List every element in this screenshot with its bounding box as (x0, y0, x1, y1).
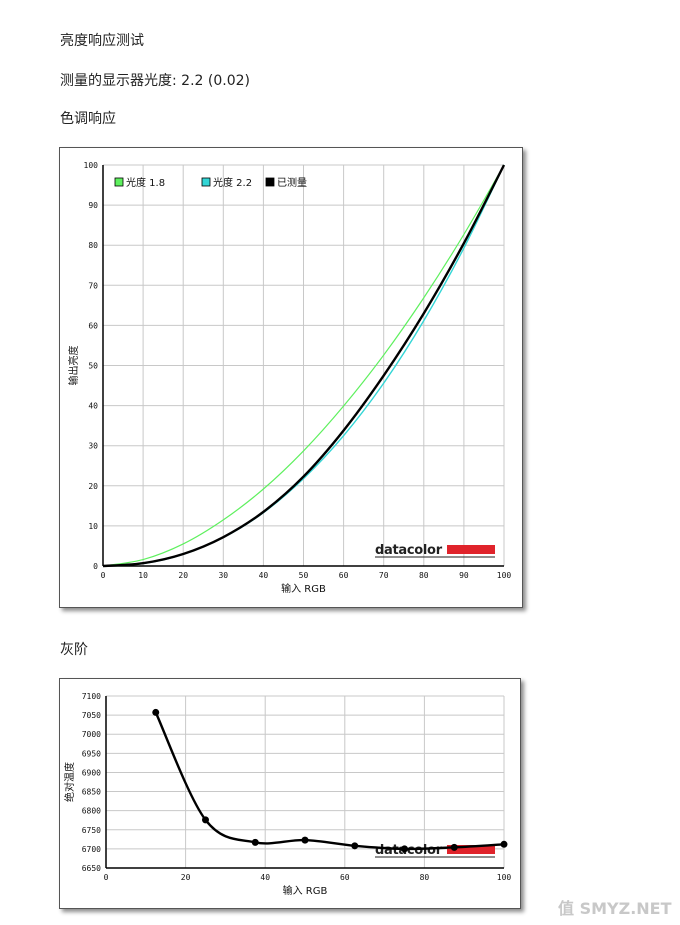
y-tick-label: 20 (88, 482, 98, 491)
legend-swatch (114, 177, 124, 187)
y-axis-label: 绝对温度 (63, 762, 76, 802)
y-tick-label: 6650 (82, 864, 101, 873)
y-tick-label: 70 (88, 281, 98, 290)
y-tick-label: 0 (93, 562, 98, 571)
x-tick-label: 80 (420, 873, 430, 882)
y-tick-label: 40 (88, 402, 98, 411)
y-tick-label: 6950 (82, 749, 101, 758)
y-tick-label: 6700 (82, 845, 101, 854)
data-point (301, 836, 309, 844)
y-tick-label: 6800 (82, 807, 101, 816)
y-tick-label: 80 (88, 241, 98, 250)
datacolor-logo-bar (447, 545, 495, 554)
tone-response-chart: 0 10 20 30 40 50 60 70 80 90 100 0 10 20 30 40 50 60 70 80 9… (59, 147, 523, 608)
data-point (500, 840, 508, 848)
x-tick-label: 0 (101, 571, 106, 580)
datacolor-logo-text: datacolor (375, 843, 443, 858)
data-point (251, 838, 259, 846)
data-point (450, 843, 458, 851)
x-tick-label: 20 (181, 873, 191, 882)
x-tick-label: 100 (497, 873, 512, 882)
x-tick-label: 90 (459, 571, 469, 580)
y-tick-label: 100 (84, 161, 99, 170)
series-line-1 (102, 164, 505, 567)
data-point (351, 842, 359, 850)
measured-gamma-text: 测量的显示器光度: 2.2 (0.02) (60, 73, 250, 89)
y-tick-label: 50 (88, 362, 98, 371)
x-tick-label: 70 (379, 571, 389, 580)
legend-label: 光度 2.2 (213, 176, 252, 189)
heading-grayscale: 灰阶 (60, 642, 88, 658)
y-tick-label: 6900 (82, 768, 101, 777)
y-tick-label: 7100 (82, 692, 101, 701)
watermark-text: 值 SMYZ.NET (558, 899, 672, 918)
legend-swatch (265, 177, 275, 187)
x-tick-label: 50 (299, 571, 309, 580)
y-tick-label: 90 (88, 201, 98, 210)
y-tick-label: 7000 (82, 730, 101, 739)
legend-label: 光度 1.8 (126, 176, 165, 189)
y-tick-label: 60 (88, 321, 98, 330)
data-point (202, 816, 209, 824)
legend-swatch (201, 177, 211, 187)
heading-tone-response: 色调响应 (60, 111, 116, 127)
datacolor-logo-text: datacolor (375, 543, 443, 558)
tone-response-svg: 0 10 20 30 40 50 60 70 80 90 100 0 10 20 30 40 50 60 70 80 9… (67, 161, 512, 595)
y-tick-label: 10 (88, 522, 98, 531)
x-axis-label: 输入 RGB (283, 884, 328, 897)
legend-label: 已测量 (277, 176, 307, 189)
datacolor-logo: datacolor (375, 843, 495, 858)
x-axis-label: 输入 RGB (281, 582, 326, 595)
heading-brightness-response: 亮度响应测试 (60, 33, 144, 49)
x-tick-label: 10 (138, 571, 148, 580)
x-tick-label: 60 (340, 873, 350, 882)
data-point (152, 708, 160, 716)
y-axis-label: 输出亮度 (67, 346, 80, 386)
datacolor-logo-bar (447, 845, 495, 854)
y-tick-label: 7050 (82, 711, 101, 720)
datacolor-logo: datacolor (375, 543, 495, 558)
data-point (401, 845, 408, 853)
x-tick-label: 100 (497, 571, 512, 580)
x-tick-label: 20 (178, 571, 188, 580)
x-tick-label: 40 (260, 873, 270, 882)
series-line-3 (102, 164, 506, 568)
grayscale-svg: 0 20 40 60 80 100 6650 6700 6750 6800 6850 6900 6950… (63, 692, 512, 897)
x-tick-label: 60 (339, 571, 349, 580)
y-tick-label: 6850 (82, 788, 101, 797)
x-tick-label: 30 (218, 571, 228, 580)
x-tick-label: 80 (419, 571, 429, 580)
x-tick-label: 0 (104, 873, 109, 882)
y-tick-label: 6750 (82, 826, 101, 835)
x-tick-label: 40 (259, 571, 269, 580)
y-tick-label: 30 (88, 442, 98, 451)
grayscale-chart: 0 20 40 60 80 100 6650 6700 6750 6800 6850 6900 6950… (59, 678, 521, 909)
